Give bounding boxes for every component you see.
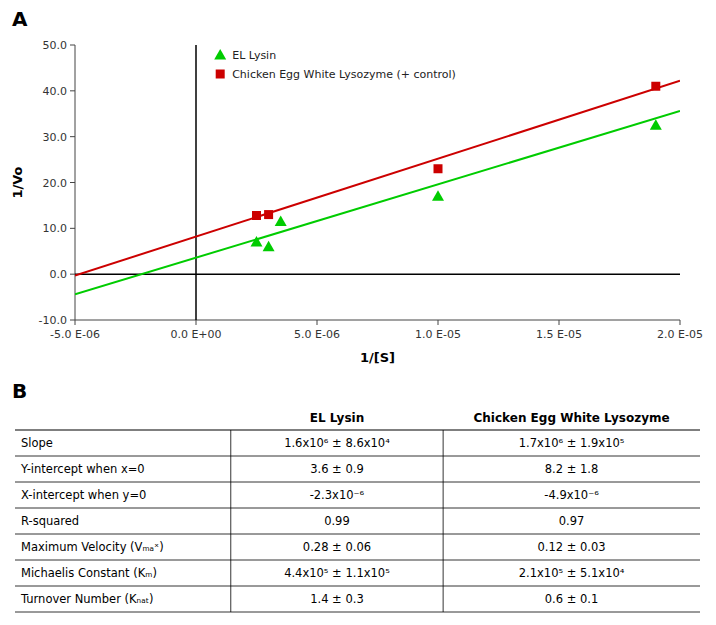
- y-tick: [70, 136, 75, 137]
- table-row-label: Turnover Number (Kₙₐₜ): [20, 592, 154, 606]
- table-row-label: X-intercept when y=0: [21, 488, 146, 502]
- legend-marker: [216, 70, 225, 79]
- table-cell: 0.12 ± 0.03: [537, 540, 605, 554]
- table-cell: 8.2 ± 1.8: [545, 462, 599, 476]
- data-point: [275, 215, 287, 226]
- data-point: [264, 210, 273, 219]
- table-rule: [15, 508, 700, 509]
- chart: A -5.0 E-06 0.0 E+00 5.0 E-06 1.0 E-05 1.5 E-…: [0, 0, 716, 625]
- data-point: [650, 119, 662, 129]
- table-header: Chicken Egg White Lysozyme: [474, 411, 670, 425]
- table-header: EL Lysin: [310, 411, 364, 425]
- x-tick-label: 1.0 E-05: [415, 328, 461, 341]
- panel-title: A: [12, 7, 28, 31]
- y-tick-label: -10.0: [39, 314, 67, 327]
- x-tick-label: 1.5 E-05: [536, 328, 582, 341]
- table-cell: 4.4x10⁵ ± 1.1x10⁵: [284, 566, 390, 580]
- y-tick-label: 10.0: [43, 222, 68, 235]
- table-cell: 1.7x10⁶ ± 1.9x10⁵: [519, 436, 625, 450]
- data-point: [432, 190, 444, 201]
- fit-line: [75, 81, 680, 276]
- y-axis-label: 1/Vo: [10, 166, 25, 198]
- legend: EL Lysin Chicken Egg White Lysozyme (+ co…: [214, 49, 456, 81]
- zero-line-horizontal: [75, 273, 680, 275]
- x-tick: [680, 320, 681, 325]
- x-tick: [75, 320, 76, 325]
- table-rule: [15, 456, 700, 457]
- data-point: [263, 241, 275, 252]
- table-cell: -2.3x10⁻⁶: [310, 488, 365, 502]
- y-tick: [70, 90, 75, 91]
- table-rule: [15, 482, 700, 483]
- y-tick-label: 40.0: [43, 85, 68, 98]
- data-point: [651, 82, 660, 91]
- plot-area: [75, 45, 680, 320]
- x-tick-label: -5.0 E-06: [50, 328, 100, 341]
- table-row-label: Y-intercept when x=0: [20, 462, 145, 476]
- table-cell: 0.99: [324, 514, 350, 528]
- x-tick: [438, 320, 439, 325]
- table-row-label: Maximum Velocity (Vₘₐˣ): [21, 540, 164, 554]
- fit-line: [75, 111, 680, 294]
- table-row-label: R-squared: [21, 514, 79, 528]
- x-tick-label: 2.0 E-05: [657, 328, 703, 341]
- table-rule: [15, 612, 700, 613]
- legend-marker: [214, 49, 226, 60]
- y-tick: [70, 228, 75, 229]
- y-tick-label: 50.0: [43, 39, 68, 52]
- data-point: [252, 211, 261, 220]
- x-tick-label: 0.0 E+00: [170, 328, 221, 341]
- x-tick: [317, 320, 318, 325]
- table-rule: [15, 429, 700, 430]
- table-separator: [230, 430, 231, 612]
- data-point: [434, 164, 443, 173]
- x-axis-line: [75, 320, 680, 321]
- y-tick-label: 20.0: [43, 177, 68, 190]
- table-cell: 1.4 ± 0.3: [310, 592, 364, 606]
- table-cell: 2.1x10⁵ ± 5.1x10⁴: [519, 566, 625, 580]
- panel-title: B: [12, 379, 27, 403]
- table-cell: 0.28 ± 0.06: [303, 540, 371, 554]
- table-cell: 0.97: [559, 514, 585, 528]
- table-cell: -4.9x10⁻⁶: [544, 488, 599, 502]
- y-tick-label: 30.0: [43, 131, 68, 144]
- table-row-label: Michaelis Constant (Kₘ): [21, 566, 157, 580]
- x-axis-label: 1/[S]: [360, 350, 395, 365]
- table-separator: [443, 430, 444, 612]
- y-tick: [70, 320, 75, 321]
- table-cell: 0.6 ± 0.1: [545, 592, 599, 606]
- zero-line-vertical: [195, 45, 197, 320]
- table-rule: [15, 586, 700, 587]
- x-tick-label: 5.0 E-06: [294, 328, 340, 341]
- x-tick: [196, 320, 197, 325]
- legend-label: Chicken Egg White Lysozyme (+ control): [232, 68, 456, 81]
- y-tick: [70, 45, 75, 46]
- y-tick-label: 0.0: [50, 268, 68, 281]
- y-tick: [70, 274, 75, 275]
- data-point: [251, 236, 263, 247]
- table-cell: 1.6x10⁶ ± 8.6x10⁴: [284, 436, 390, 450]
- legend-label: EL Lysin: [232, 49, 276, 62]
- y-tick: [70, 182, 75, 183]
- table-row-label: Slope: [21, 436, 53, 450]
- x-tick: [559, 320, 560, 325]
- table-rule: [15, 560, 700, 561]
- table-rule: [15, 534, 700, 535]
- table-cell: 3.6 ± 0.9: [310, 462, 364, 476]
